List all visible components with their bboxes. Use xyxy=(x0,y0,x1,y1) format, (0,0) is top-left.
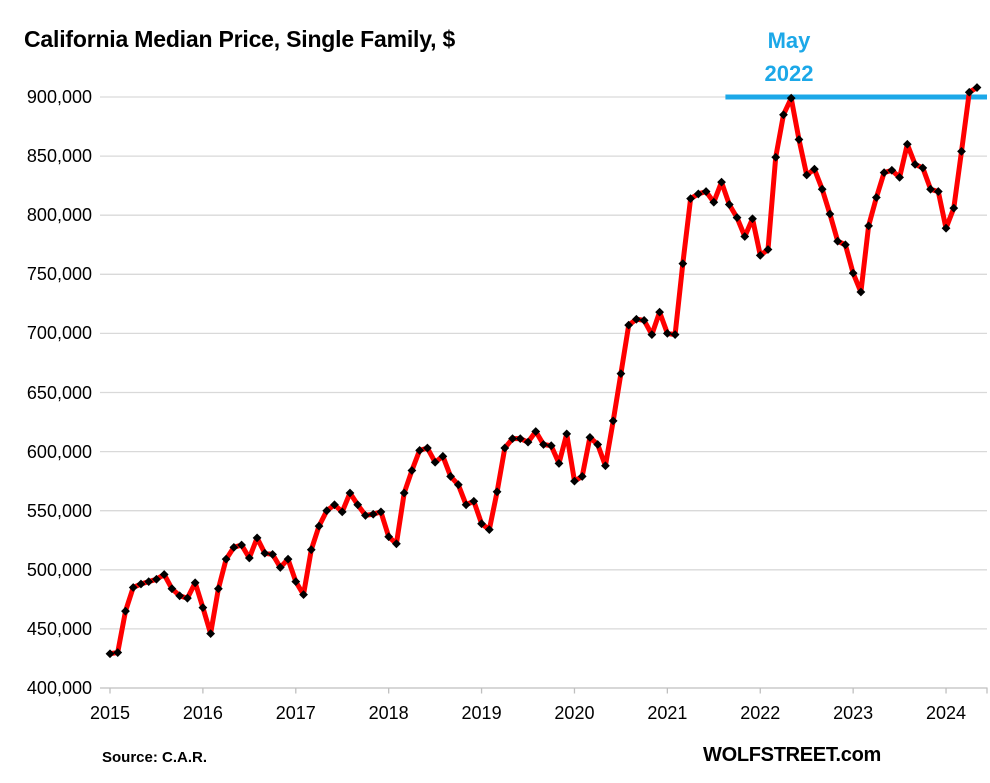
may-2022-annotation: May 2022 xyxy=(735,24,843,90)
y-axis-tick-label: 800,000 xyxy=(26,205,92,226)
annotation-line-1: May xyxy=(767,28,811,53)
x-axis-tick-label: 2023 xyxy=(833,703,874,723)
chart-title: California Median Price, Single Family, … xyxy=(24,26,456,52)
y-axis-tick-label: 550,000 xyxy=(26,500,92,521)
source-credit: Source: C.A.R. xyxy=(102,749,208,766)
y-axis-tick-label: 450,000 xyxy=(26,618,92,639)
annotation-line-2: 2022 xyxy=(764,61,814,86)
x-axis-tick-label: 2021 xyxy=(647,703,688,723)
x-axis-tick-label: 2022 xyxy=(740,703,781,723)
y-axis-tick-label: 900,000 xyxy=(26,87,92,107)
x-axis-tick-label: 2016 xyxy=(182,703,223,723)
y-axis-tick-label: 500,000 xyxy=(26,559,92,580)
y-axis-tick-label: 650,000 xyxy=(26,382,92,403)
x-axis-tick-label: 2019 xyxy=(461,703,502,723)
x-axis-tick-label: 2018 xyxy=(368,703,409,723)
wolfstreet-brand: WOLFSTREET.com xyxy=(703,744,882,766)
x-axis-tick-label: 2017 xyxy=(275,703,316,723)
y-axis-tick-label: 750,000 xyxy=(26,264,92,285)
y-axis-tick-label: 600,000 xyxy=(26,441,92,462)
x-axis-tick-label: 2024 xyxy=(926,703,967,723)
x-axis-tick-label: 2020 xyxy=(554,703,595,723)
y-axis-tick-label: 400,000 xyxy=(26,678,92,698)
y-axis-tick-label: 700,000 xyxy=(26,323,92,344)
y-axis-tick-label: 850,000 xyxy=(26,146,92,167)
x-axis-tick-label: 2015 xyxy=(89,703,131,723)
price-line xyxy=(107,85,980,657)
data-point-markers xyxy=(105,83,982,659)
